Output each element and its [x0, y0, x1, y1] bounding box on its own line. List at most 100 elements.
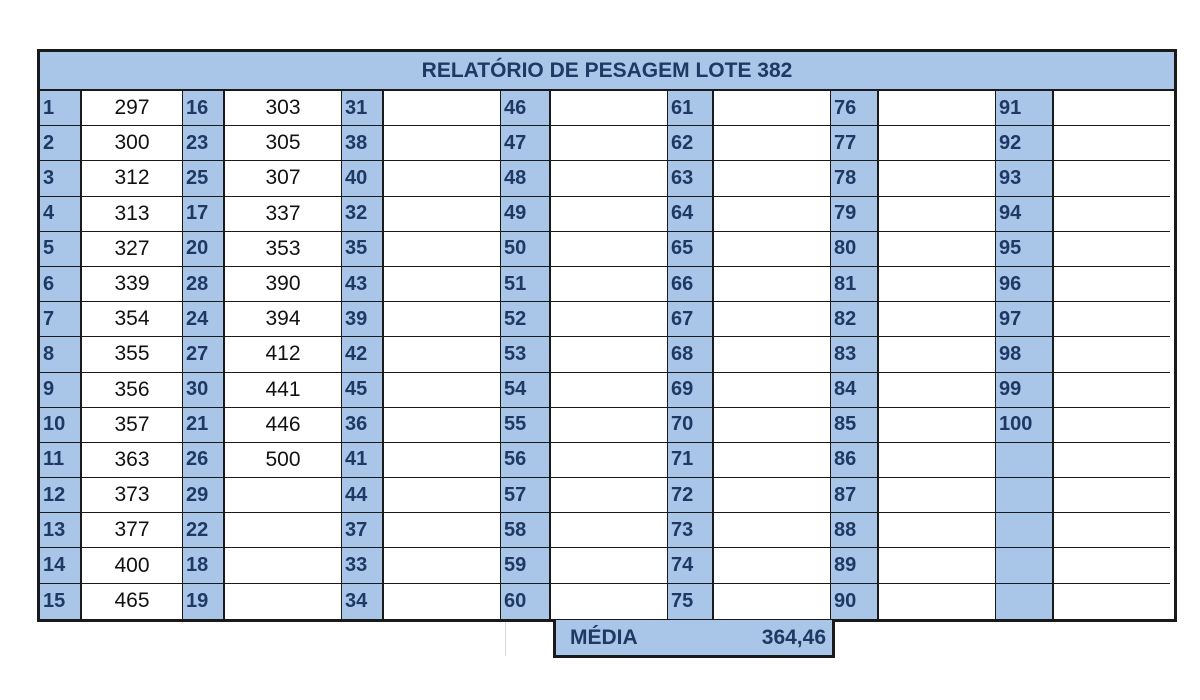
- weight-value-cell: [384, 513, 501, 549]
- weight-value-cell: [1054, 583, 1170, 619]
- animal-number-cell: 43: [342, 266, 384, 303]
- weight-value-cell: [551, 548, 668, 584]
- animal-number-cell: 76: [831, 91, 879, 127]
- weight-value-cell: [551, 266, 668, 303]
- animal-number-cell: [996, 583, 1054, 619]
- weight-value-cell: [1054, 337, 1170, 373]
- animal-number-cell: 21: [183, 407, 225, 443]
- weight-value-cell: 303: [225, 91, 342, 127]
- animal-number-cell: 75: [668, 583, 714, 619]
- animal-number-cell: 7: [40, 302, 82, 338]
- weight-value-cell: [1054, 161, 1170, 197]
- weight-value-cell: [225, 478, 342, 514]
- weight-value-cell: 446: [225, 407, 342, 443]
- weight-value-cell: 412: [225, 337, 342, 373]
- animal-number-cell: 92: [996, 126, 1054, 162]
- weight-value-cell: [1054, 513, 1170, 549]
- weight-value-cell: [879, 91, 996, 127]
- animal-number-cell: 2: [40, 126, 82, 162]
- weight-value-cell: [551, 407, 668, 443]
- animal-number-cell: 9: [40, 372, 82, 408]
- weight-value-cell: [384, 161, 501, 197]
- weight-value-cell: [384, 231, 501, 267]
- weight-value-cell: [714, 231, 831, 267]
- weight-value-cell: [1054, 302, 1170, 338]
- weight-value-cell: 339: [82, 266, 183, 303]
- weight-value-cell: [1054, 196, 1170, 232]
- animal-number-cell: 56: [501, 442, 551, 479]
- weight-value-cell: [714, 372, 831, 408]
- animal-number-cell: 86: [831, 442, 879, 479]
- animal-number-cell: 96: [996, 266, 1054, 303]
- weight-value-cell: [551, 231, 668, 267]
- weight-value-cell: 500: [225, 442, 342, 479]
- weight-value-cell: [384, 548, 501, 584]
- animal-number-cell: 85: [831, 407, 879, 443]
- animal-number-cell: 14: [40, 548, 82, 584]
- weight-value-cell: 354: [82, 302, 183, 338]
- weight-value-cell: 394: [225, 302, 342, 338]
- animal-number-cell: 72: [668, 478, 714, 514]
- weight-value-cell: [551, 478, 668, 514]
- animal-number-cell: [996, 513, 1054, 549]
- weight-value-cell: [1054, 126, 1170, 162]
- weight-value-cell: 313: [82, 196, 183, 232]
- weight-value-cell: 373: [82, 478, 183, 514]
- weight-value-cell: 327: [82, 231, 183, 267]
- weight-value-cell: [714, 196, 831, 232]
- weight-value-cell: [879, 161, 996, 197]
- animal-number-cell: 35: [342, 231, 384, 267]
- weight-value-cell: [384, 407, 501, 443]
- weight-value-cell: 297: [82, 91, 183, 127]
- animal-number-cell: 79: [831, 196, 879, 232]
- weight-value-cell: [551, 302, 668, 338]
- animal-number-cell: 100: [996, 407, 1054, 443]
- weighing-report-table: RELATÓRIO DE PESAGEM LOTE 382 1 297 16 303 3…: [37, 49, 1177, 622]
- animal-number-cell: 41: [342, 442, 384, 479]
- weight-value-cell: [1054, 548, 1170, 584]
- animal-number-cell: 15: [40, 583, 82, 619]
- weight-value-cell: [384, 196, 501, 232]
- weight-value-cell: [551, 583, 668, 619]
- animal-number-cell: 49: [501, 196, 551, 232]
- weight-value-cell: [1054, 407, 1170, 443]
- animal-number-cell: 50: [501, 231, 551, 267]
- animal-number-cell: 89: [831, 548, 879, 584]
- animal-number-cell: 33: [342, 548, 384, 584]
- weight-value-cell: [879, 302, 996, 338]
- animal-number-cell: 70: [668, 407, 714, 443]
- animal-number-cell: 20: [183, 231, 225, 267]
- animal-number-cell: 37: [342, 513, 384, 549]
- weight-value-cell: [225, 583, 342, 619]
- weight-value-cell: 355: [82, 337, 183, 373]
- weight-value-cell: [384, 91, 501, 127]
- animal-number-cell: 4: [40, 196, 82, 232]
- weight-value-cell: [551, 513, 668, 549]
- animal-number-cell: 88: [831, 513, 879, 549]
- animal-number-cell: 61: [668, 91, 714, 127]
- weight-value-cell: 357: [82, 407, 183, 443]
- weight-value-cell: [714, 161, 831, 197]
- animal-number-cell: 99: [996, 372, 1054, 408]
- animal-number-cell: 45: [342, 372, 384, 408]
- animal-number-cell: 36: [342, 407, 384, 443]
- weight-value-cell: [551, 161, 668, 197]
- weight-value-cell: [879, 407, 996, 443]
- animal-number-cell: 11: [40, 442, 82, 479]
- animal-number-cell: 1: [40, 91, 82, 127]
- animal-number-cell: [996, 478, 1054, 514]
- animal-number-cell: 42: [342, 337, 384, 373]
- animal-number-cell: 39: [342, 302, 384, 338]
- animal-number-cell: 40: [342, 161, 384, 197]
- weight-value-cell: [1054, 442, 1170, 479]
- weight-value-cell: 353: [225, 231, 342, 267]
- animal-number-cell: 44: [342, 478, 384, 514]
- animal-number-cell: 94: [996, 196, 1054, 232]
- animal-number-cell: 59: [501, 548, 551, 584]
- animal-number-cell: 93: [996, 161, 1054, 197]
- animal-number-cell: 97: [996, 302, 1054, 338]
- animal-number-cell: 17: [183, 196, 225, 232]
- weight-value-cell: [551, 91, 668, 127]
- weight-value-cell: [714, 126, 831, 162]
- animal-number-cell: 69: [668, 372, 714, 408]
